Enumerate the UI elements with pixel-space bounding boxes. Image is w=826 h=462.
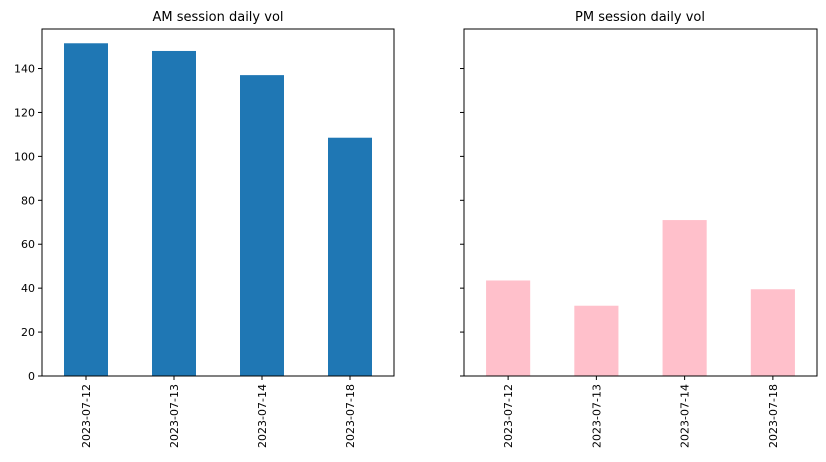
am-bar — [64, 43, 108, 376]
pm-x-tick-label: 2023-07-18 — [767, 384, 780, 448]
pm-chart-title: PM session daily vol — [575, 10, 705, 25]
am-x-axis: 2023-07-12 2023-07-13 2023-07-14 2023-07-18 — [80, 376, 357, 448]
am-x-tick-label: 2023-07-13 — [168, 384, 181, 448]
am-session-chart: AM session daily vol 020406080100120140 … — [14, 10, 395, 448]
am-y-tick-label: 0 — [28, 370, 35, 383]
am-bar — [240, 75, 284, 377]
am-bar — [152, 50, 196, 376]
am-y-tick-label: 140 — [14, 63, 35, 76]
pm-bars — [486, 220, 795, 376]
am-x-tick-label: 2023-07-14 — [256, 384, 269, 448]
am-y-tick-label: 20 — [21, 326, 35, 339]
pm-plot-frame — [463, 28, 818, 377]
pm-bar — [574, 305, 619, 376]
pm-x-axis: 2023-07-12 2023-07-13 2023-07-14 2023-07-18 — [502, 376, 780, 448]
pm-bar — [750, 289, 795, 376]
am-y-tick-label: 80 — [21, 194, 35, 207]
am-y-tick-label: 100 — [14, 150, 35, 163]
pm-x-tick-label: 2023-07-14 — [679, 384, 692, 448]
pm-bar — [486, 280, 531, 376]
am-y-tick-label: 120 — [14, 106, 35, 119]
pm-x-tick-label: 2023-07-12 — [502, 384, 515, 448]
am-y-axis: 0 20 40 60 80 100 120 140 — [14, 63, 42, 383]
am-plot-frame — [41, 28, 395, 377]
am-x-tick-label: 2023-07-12 — [80, 384, 93, 448]
pm-session-chart: PM session daily vol 2023-07-12 2023-07-1… — [460, 10, 818, 448]
am-x-tick-label: 2023-07-18 — [344, 384, 357, 448]
pm-x-tick-label: 2023-07-13 — [590, 384, 603, 448]
am-bar — [328, 137, 372, 376]
am-y-tick-label: 40 — [21, 282, 35, 295]
pm-y-axis — [460, 68, 464, 377]
am-y-tick-label: 60 — [21, 238, 35, 251]
am-bars — [64, 43, 372, 377]
pm-bar — [662, 220, 707, 376]
am-chart-title: AM session daily vol — [152, 10, 283, 25]
